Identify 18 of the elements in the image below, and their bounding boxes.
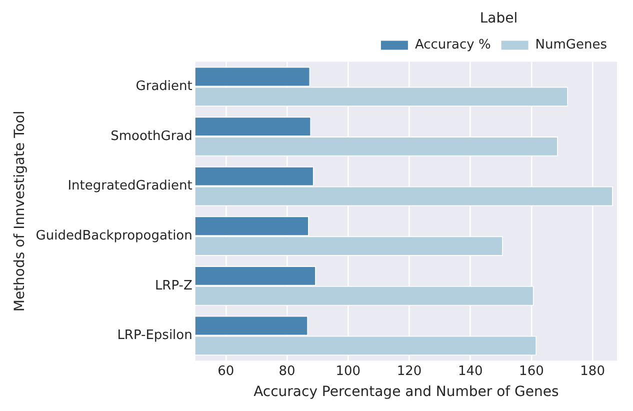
y-tick-label: SmoothGrad xyxy=(110,128,192,144)
x-tick-label: 100 xyxy=(336,364,361,379)
y-axis-title: Methods of Innvestigate Tool xyxy=(12,110,28,312)
y-tick-label: IntegratedGradient xyxy=(68,178,192,194)
y-tick-label: LRP-Z xyxy=(154,278,192,294)
x-tick-label: 160 xyxy=(519,364,544,379)
x-tick-label: 60 xyxy=(218,364,234,379)
x-axis-title: Accuracy Percentage and Number of Genes xyxy=(254,384,559,400)
y-tick-label: GuidedBackpropogation xyxy=(36,228,192,244)
x-tick-label: 140 xyxy=(458,364,483,379)
x-tick-label: 80 xyxy=(278,364,296,379)
y-tick-label: Gradient xyxy=(136,79,192,94)
legend-label: Accuracy % xyxy=(414,38,491,53)
y-tick-label: LRP-Epsilon xyxy=(117,328,192,344)
legend-label: NumGenes xyxy=(535,38,608,53)
x-tick-label: 180 xyxy=(580,364,605,379)
legend-title: Label xyxy=(480,10,518,27)
x-tick-label: 120 xyxy=(396,364,422,379)
